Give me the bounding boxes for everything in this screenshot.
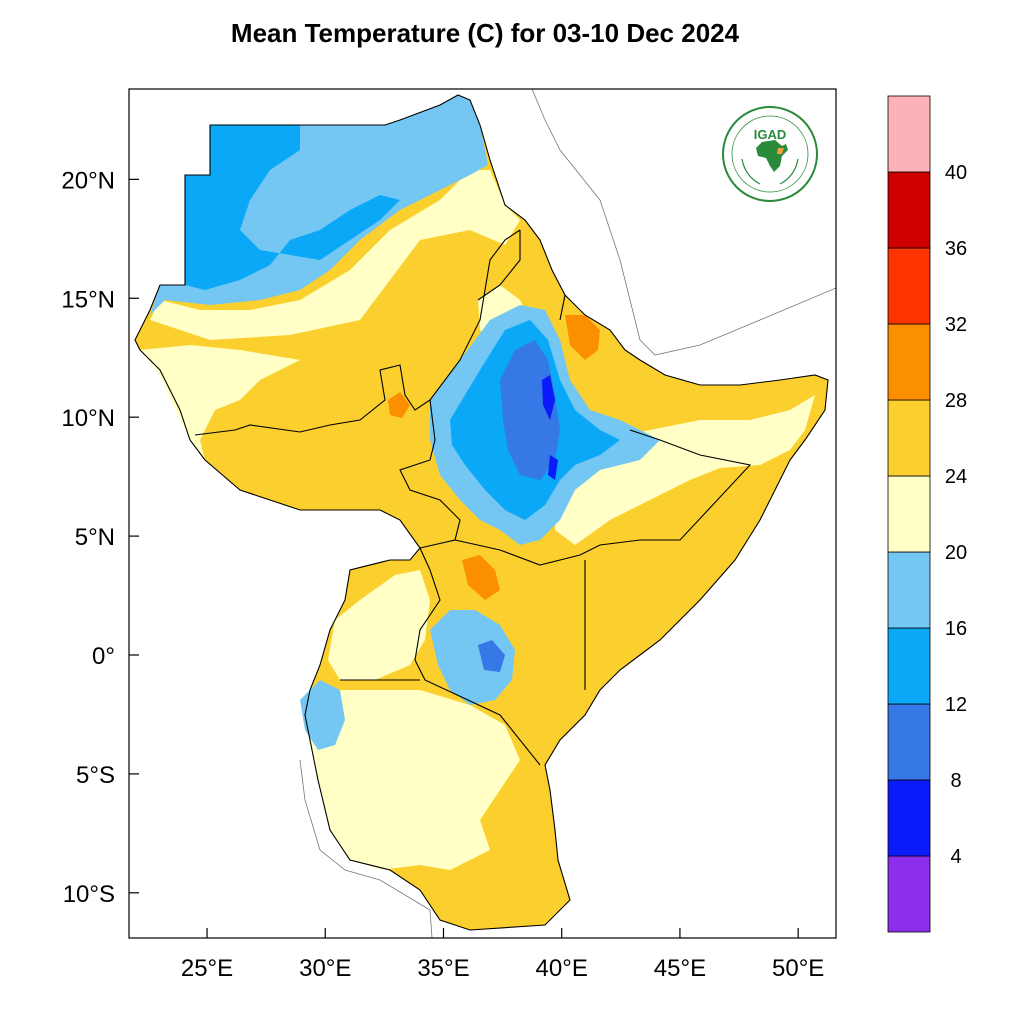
colorbar-bin [887, 171, 931, 249]
x-tick-label: 40°E [536, 955, 588, 982]
y-tick-label: 15°N [61, 286, 115, 313]
logo-text: IGAD [754, 127, 787, 142]
x-tick-label: 50°E [772, 955, 824, 982]
colorbar-label: 4 [950, 846, 961, 868]
x-tick-label: 30°E [299, 955, 351, 982]
colorbar-bin [887, 627, 931, 705]
region-orange-danakil [565, 315, 600, 360]
region-cream-north [150, 170, 520, 340]
x-tick-label: 25°E [181, 955, 233, 982]
country-borders [134, 94, 829, 931]
colorbar-bin [887, 475, 931, 553]
region-orange-sudan [388, 392, 410, 418]
colorbar-bin [887, 779, 931, 857]
colorbar-label: 36 [945, 238, 967, 260]
region-lightblue-lakes [300, 680, 345, 750]
y-axis: 20°N 15°N 10°N 5°N 0° 5°S 10°S [61, 167, 139, 908]
colorbar: 4 8 12 16 20 24 28 32 36 40 [887, 95, 967, 933]
region-cream-uganda [328, 570, 430, 680]
region-blue-sahara [185, 125, 400, 290]
region-cream-ethiopia-east [555, 395, 815, 545]
colorbar-label: 16 [945, 618, 967, 640]
colorbar-bin [887, 855, 931, 933]
y-tick-label: 10°S [63, 881, 115, 908]
map-title: Mean Temperature (C) for 03-10 Dec 2024 [230, 18, 740, 48]
x-tick-label: 45°E [654, 955, 706, 982]
y-tick-label: 5°N [75, 524, 115, 551]
colorbar-label: 20 [945, 542, 967, 564]
colorbar-label: 32 [945, 314, 967, 336]
map-area [134, 89, 836, 938]
colorbar-label: 24 [945, 466, 967, 488]
y-tick-label: 20°N [61, 167, 115, 194]
region-lightblue-kenya [430, 610, 515, 705]
region-darkblue-kenya [478, 640, 505, 672]
x-tick-label: 35°E [417, 955, 469, 982]
map-frame [128, 88, 837, 939]
colorbar-bin [887, 247, 931, 325]
region-cream-west [140, 345, 300, 460]
colorbar-label: 40 [945, 162, 967, 184]
colorbar-bin [887, 703, 931, 781]
colorbar-bin [887, 95, 931, 173]
colorbar-label: 8 [950, 770, 961, 792]
colorbar-bin [887, 551, 931, 629]
y-tick-label: 0° [92, 643, 115, 670]
region-deepblue-peaks [542, 375, 558, 480]
colorbar-bin [887, 399, 931, 477]
colorbar-bin [887, 323, 931, 401]
igad-logo: IGAD [722, 106, 818, 202]
region-orange-kenya [462, 555, 500, 600]
y-tick-label: 5°S [76, 762, 115, 789]
colorbar-label: 12 [945, 694, 967, 716]
region-cream-south [308, 690, 520, 870]
y-tick-label: 10°N [61, 405, 115, 432]
x-axis: 25°E 30°E 35°E 40°E 45°E 50°E [181, 928, 824, 982]
colorbar-label: 28 [945, 390, 967, 412]
region-darkblue-highlands [500, 340, 560, 480]
